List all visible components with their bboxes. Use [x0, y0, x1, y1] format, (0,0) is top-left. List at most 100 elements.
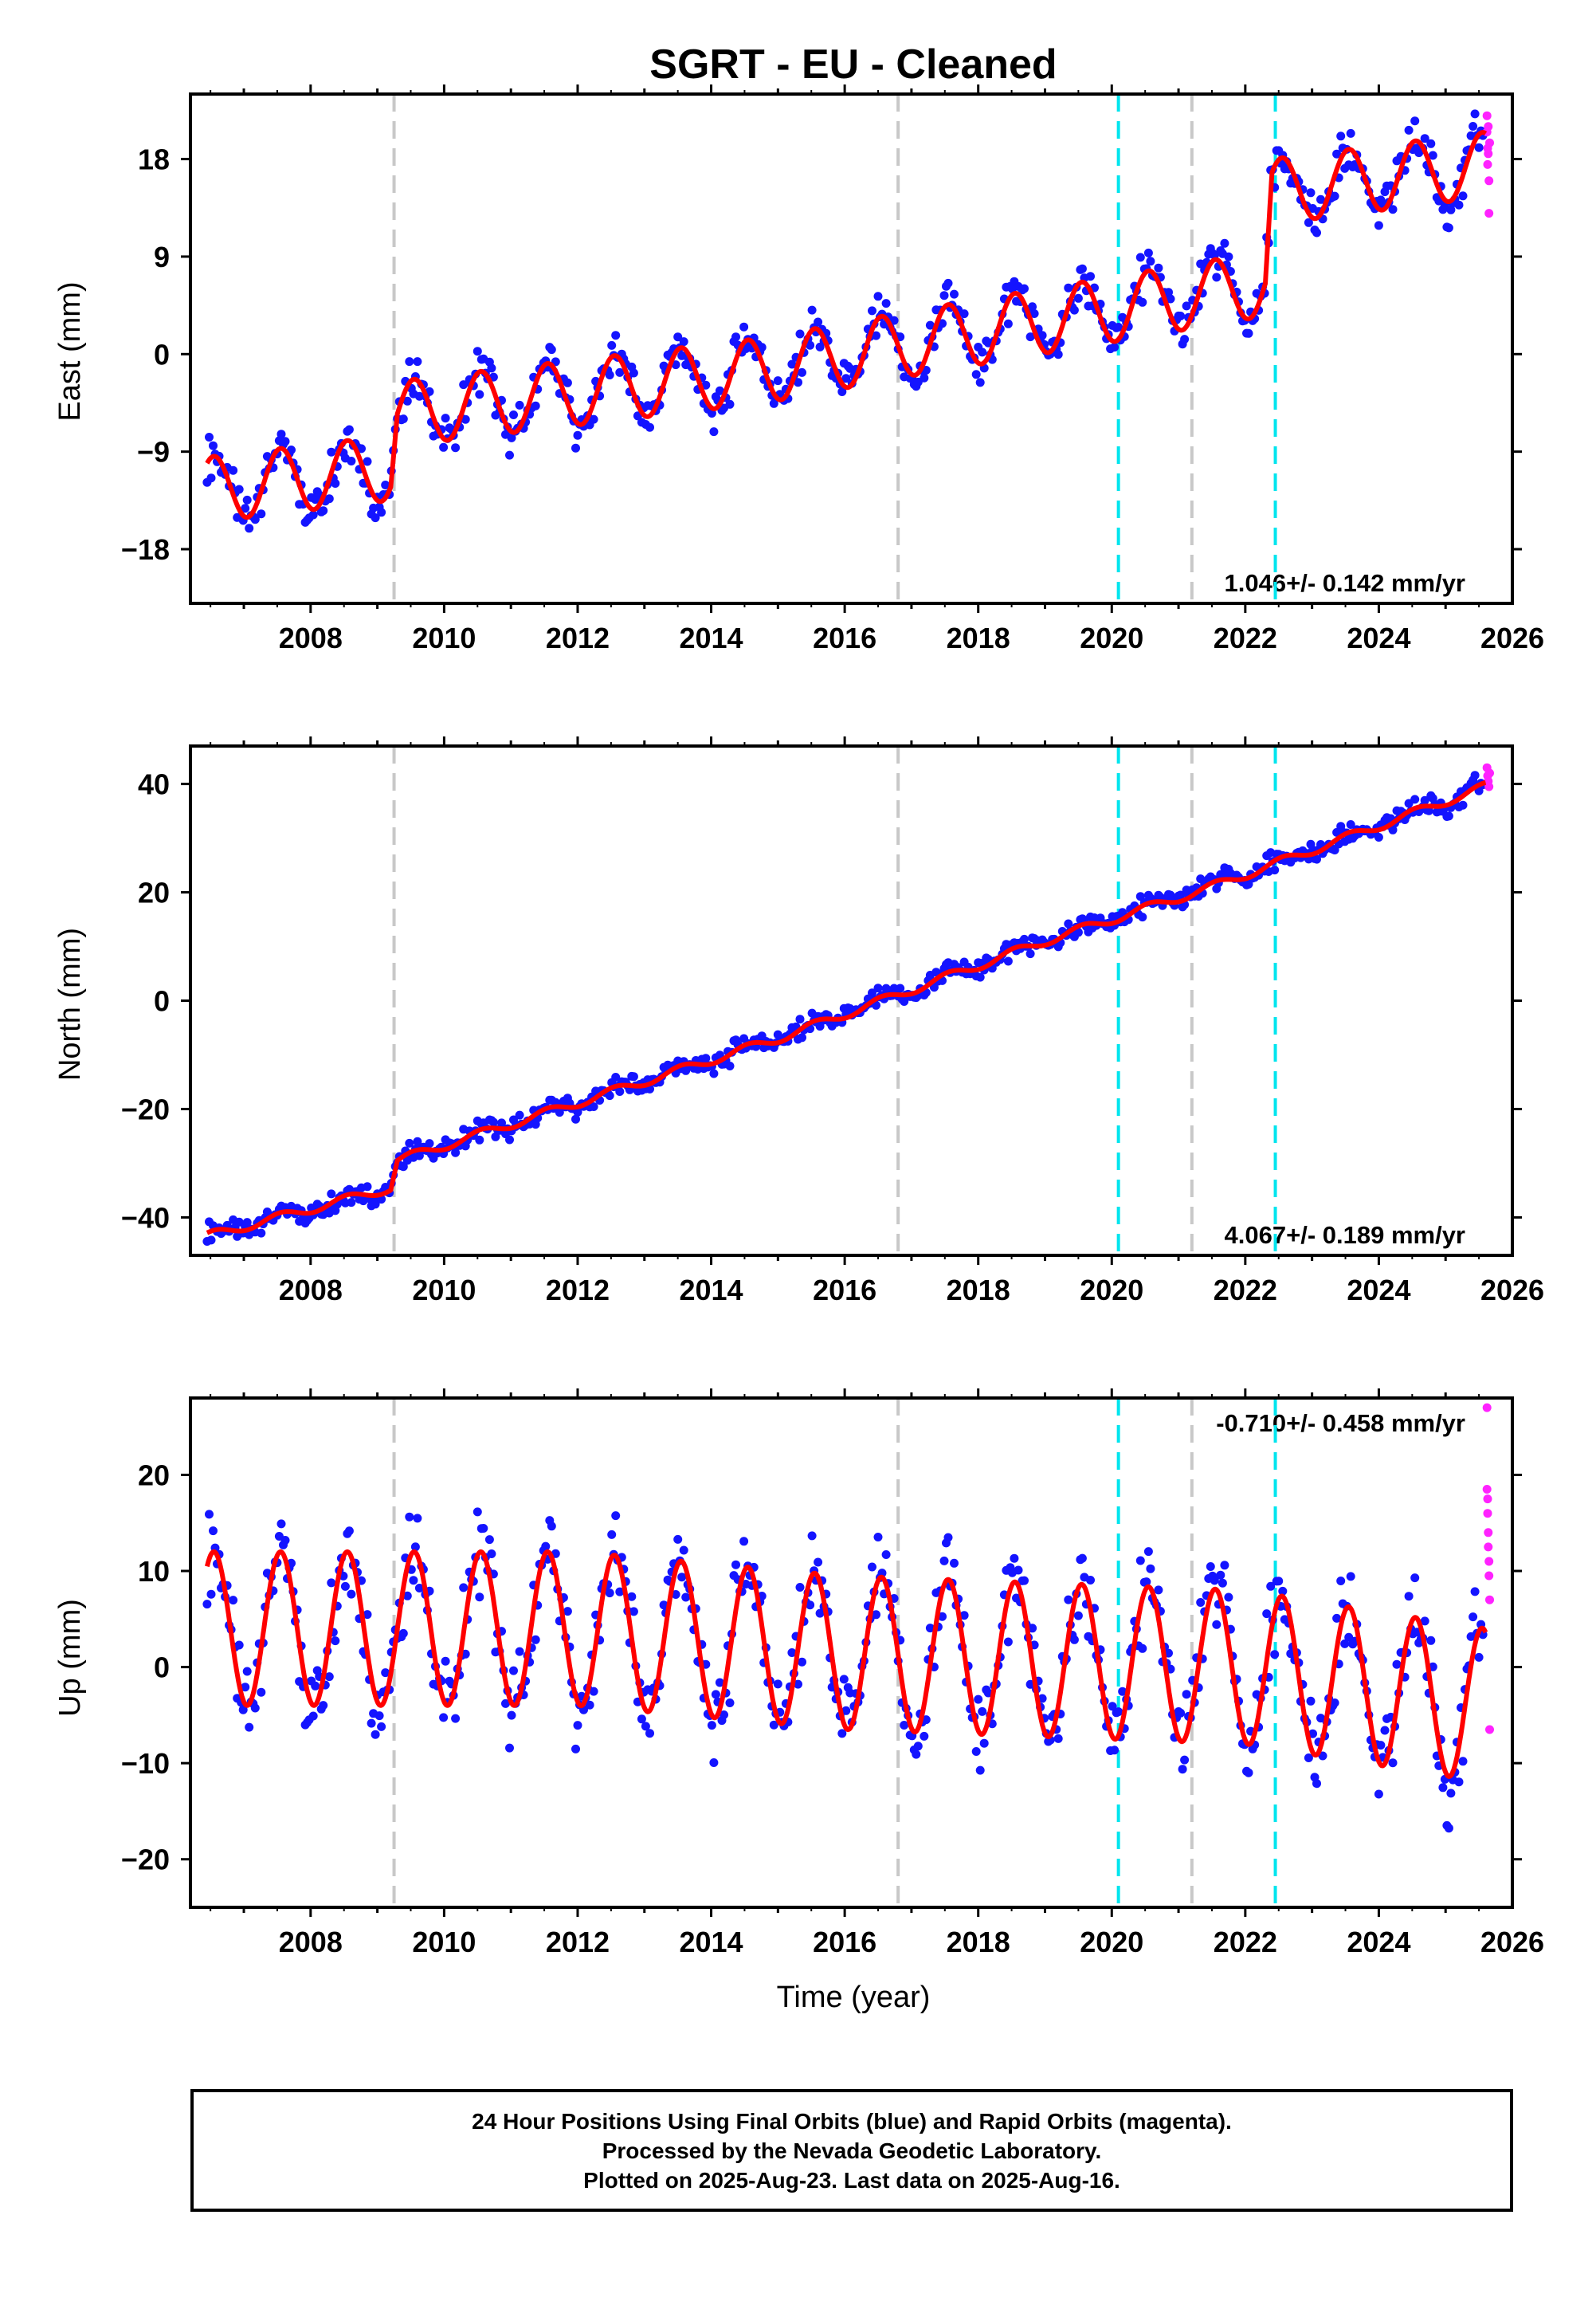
final-orbit-point [461, 1649, 470, 1659]
final-orbit-point [971, 370, 981, 379]
final-orbit-point [1212, 1620, 1222, 1629]
final-orbit-point [487, 363, 496, 373]
final-orbit-point [202, 1600, 212, 1609]
rapid-orbit-point [1485, 1725, 1494, 1734]
x-tick-label: 2014 [679, 1926, 743, 1958]
final-orbit-point [340, 1581, 350, 1591]
east-y-axis-label: East (mm) [53, 281, 87, 421]
final-orbit-point [1003, 956, 1013, 966]
final-orbit-point [377, 508, 386, 517]
final-orbit-point [1444, 1824, 1453, 1833]
final-orbit-point [311, 1681, 320, 1691]
final-orbit-point [459, 1583, 469, 1592]
final-orbit-point [979, 1738, 989, 1748]
final-orbit-point [363, 1610, 372, 1620]
final-orbit-point [209, 441, 218, 450]
x-tick-label: 2008 [279, 1926, 343, 1958]
final-orbit-point [641, 1722, 650, 1731]
final-orbit-point [250, 515, 260, 524]
final-orbit-point [1312, 1779, 1321, 1789]
final-orbit-point [1003, 1637, 1013, 1647]
final-orbit-point [461, 414, 470, 424]
final-orbit-point [1244, 328, 1253, 338]
final-orbit-point [475, 390, 484, 399]
final-orbit-point [701, 1054, 711, 1063]
x-tick-label: 2010 [412, 1274, 476, 1306]
x-tick-label: 2016 [813, 1274, 876, 1306]
final-orbit-point [814, 1557, 823, 1567]
final-orbit-point [413, 1137, 422, 1146]
caption-line-processed: Processed by the Nevada Geodetic Laborat… [602, 2138, 1102, 2163]
final-orbit-point [509, 410, 518, 419]
final-orbit-point [1053, 350, 1063, 359]
x-tick-label: 2008 [279, 1274, 343, 1306]
final-orbit-point [1330, 1698, 1339, 1707]
final-orbit-point [344, 1526, 354, 1536]
final-orbit-point [331, 1636, 340, 1646]
final-orbit-point [367, 1718, 376, 1728]
y-tick-label: −20 [121, 1844, 170, 1876]
rapid-orbit-point [1484, 782, 1494, 791]
final-orbit-point [975, 378, 985, 387]
final-orbit-point [1224, 252, 1233, 261]
final-orbit-point [943, 1533, 953, 1542]
final-orbit-point [509, 1666, 518, 1675]
final-orbit-point [611, 1511, 621, 1521]
final-orbit-point [611, 331, 621, 340]
up-frame [189, 1396, 1514, 1909]
final-orbit-point [1474, 1652, 1484, 1662]
final-orbit-point [381, 1668, 390, 1678]
final-orbit-point [807, 305, 817, 315]
final-orbit-point [1469, 1612, 1478, 1622]
final-orbit-point [645, 1729, 654, 1738]
final-orbit-point [371, 1200, 380, 1209]
final-orbit-point [975, 1765, 985, 1775]
final-orbit-point [541, 1541, 551, 1551]
final-orbit-point [505, 450, 514, 460]
final-orbit-point [507, 433, 516, 442]
final-orbit-point [280, 437, 290, 446]
east-panel: East (mm) 1.046+/- 0.142 mm/yr 2008 2010 2… [53, 84, 1544, 654]
final-orbit-point [787, 359, 797, 369]
x-tick-label: 2012 [546, 622, 610, 654]
x-tick-label: 2014 [679, 1274, 743, 1306]
final-orbit-point [1164, 288, 1173, 297]
final-orbit-point [974, 1694, 983, 1704]
final-orbit-point [711, 1690, 720, 1699]
caption-line-plotted: Plotted on 2025-Aug-23. Last data on 202… [583, 2167, 1120, 2193]
final-orbit-point [1404, 1592, 1414, 1601]
final-orbit-point [1304, 218, 1313, 227]
final-orbit-point [769, 1720, 778, 1730]
final-orbit-point [913, 1742, 923, 1751]
east-frame [189, 92, 1514, 605]
up-panel: Up (mm) -0.710+/- 0.458 mm/yr Time (year… [53, 1388, 1544, 2014]
final-orbit-point [709, 1758, 719, 1767]
final-orbit-point [585, 1700, 594, 1710]
final-orbit-point [1108, 1702, 1117, 1711]
final-orbit-point [1073, 1611, 1083, 1620]
final-orbit-point [1392, 1659, 1402, 1669]
final-orbit-point [868, 1562, 876, 1572]
final-orbit-point [950, 1558, 959, 1568]
final-orbit-point [1470, 1587, 1480, 1596]
final-orbit-point [1420, 1616, 1429, 1626]
final-orbit-point [206, 1589, 216, 1599]
final-orbit-point [769, 399, 778, 408]
final-orbit-point [327, 447, 336, 457]
rapid-orbit-point [1484, 149, 1493, 159]
final-orbit-point [206, 1235, 216, 1245]
north-panel: North (mm) 4.067+/- 0.189 mm/yr 2008 2010… [53, 736, 1544, 1306]
final-orbit-point [1212, 273, 1222, 282]
final-orbit-point [1114, 323, 1123, 332]
final-orbit-point [347, 1589, 356, 1599]
final-orbit-point [377, 1722, 386, 1731]
final-orbit-point [242, 495, 252, 505]
up-model-fit-line [204, 1549, 1488, 1779]
final-orbit-point [739, 1537, 749, 1546]
final-orbit-point [324, 1672, 334, 1682]
final-orbit-point [1332, 149, 1342, 159]
final-orbit-point [1003, 319, 1013, 328]
x-tick-label: 2024 [1347, 622, 1410, 654]
final-orbit-point [1138, 1643, 1147, 1653]
final-orbit-point [441, 414, 450, 423]
